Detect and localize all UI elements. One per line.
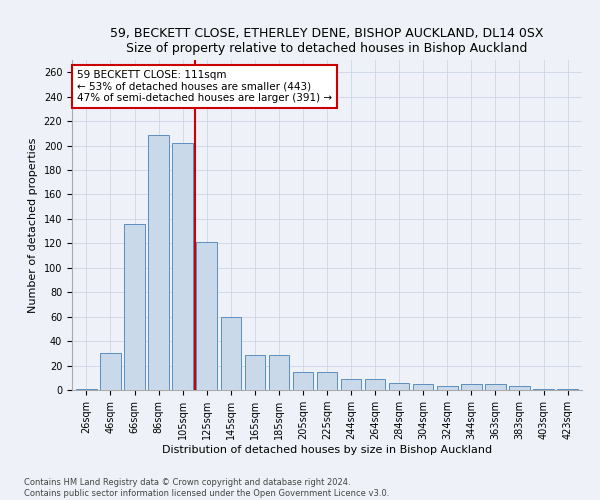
Bar <box>172 143 193 390</box>
Text: Contains HM Land Registry data © Crown copyright and database right 2024.
Contai: Contains HM Land Registry data © Crown c… <box>24 478 389 498</box>
Bar <box>148 134 169 390</box>
Bar <box>293 372 313 390</box>
Bar <box>389 382 409 390</box>
Bar <box>557 389 578 390</box>
Bar <box>485 384 506 390</box>
Bar <box>100 354 121 390</box>
Bar <box>221 316 241 390</box>
Bar <box>461 384 482 390</box>
Bar <box>533 389 554 390</box>
Text: 59 BECKETT CLOSE: 111sqm
← 53% of detached houses are smaller (443)
47% of semi-: 59 BECKETT CLOSE: 111sqm ← 53% of detach… <box>77 70 332 103</box>
Bar <box>124 224 145 390</box>
Bar <box>317 372 337 390</box>
Bar <box>196 242 217 390</box>
Bar <box>437 386 458 390</box>
Bar <box>341 379 361 390</box>
Bar <box>509 386 530 390</box>
Bar <box>245 354 265 390</box>
Bar <box>269 354 289 390</box>
Bar <box>365 379 385 390</box>
Bar <box>413 384 433 390</box>
X-axis label: Distribution of detached houses by size in Bishop Auckland: Distribution of detached houses by size … <box>162 445 492 455</box>
Title: 59, BECKETT CLOSE, ETHERLEY DENE, BISHOP AUCKLAND, DL14 0SX
Size of property rel: 59, BECKETT CLOSE, ETHERLEY DENE, BISHOP… <box>110 26 544 54</box>
Y-axis label: Number of detached properties: Number of detached properties <box>28 138 38 312</box>
Bar <box>76 389 97 390</box>
